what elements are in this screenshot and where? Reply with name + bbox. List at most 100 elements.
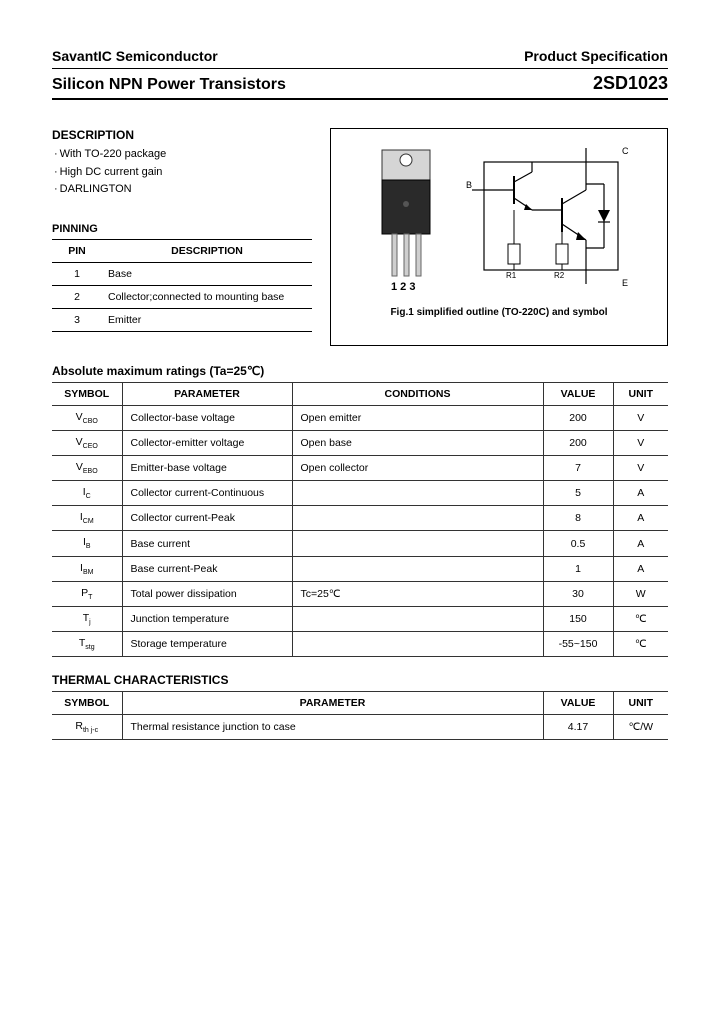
pin-desc: Emitter xyxy=(102,308,312,331)
cell-parameter: Thermal resistance junction to case xyxy=(122,714,543,739)
cell-unit: ℃/W xyxy=(613,714,668,739)
cell-parameter: Total power dissipation xyxy=(122,581,292,606)
company-name: SavantIC Semiconductor xyxy=(52,48,218,64)
title-row: Silicon NPN Power Transistors 2SD1023 xyxy=(52,73,668,94)
cell-value: 200 xyxy=(543,431,613,456)
col-value: VALUE xyxy=(543,383,613,406)
table-row: IBM Base current-Peak 1 A xyxy=(52,556,668,581)
cell-conditions: Open base xyxy=(292,431,543,456)
left-column: DESCRIPTION With TO-220 package High DC … xyxy=(52,128,312,346)
cell-unit: A xyxy=(613,481,668,506)
cell-symbol: VCBO xyxy=(52,406,122,431)
cell-value: 8 xyxy=(543,506,613,531)
table-row: 1 Base xyxy=(52,262,312,285)
cell-unit: V xyxy=(613,431,668,456)
col-symbol: SYMBOL xyxy=(52,383,122,406)
cell-conditions: Open emitter xyxy=(292,406,543,431)
cell-conditions xyxy=(292,531,543,556)
cell-parameter: Collector-base voltage xyxy=(122,406,292,431)
pin-number: 2 xyxy=(52,285,102,308)
pin-desc: Base xyxy=(102,262,312,285)
content-area: DESCRIPTION With TO-220 package High DC … xyxy=(52,128,668,740)
cell-conditions xyxy=(292,606,543,631)
cell-value: -55~150 xyxy=(543,631,613,656)
cell-unit: V xyxy=(613,406,668,431)
cell-parameter: Emitter-base voltage xyxy=(122,456,292,481)
col-unit: UNIT xyxy=(613,383,668,406)
cell-value: 4.17 xyxy=(543,714,613,739)
col-symbol: SYMBOL xyxy=(52,691,122,714)
amr-section: Absolute maximum ratings (Ta=25℃) SYMBOL… xyxy=(52,364,668,657)
pin-desc: Collector;connected to mounting base xyxy=(102,285,312,308)
description-item: With TO-220 package xyxy=(54,146,312,164)
svg-text:R1: R1 xyxy=(506,271,517,280)
cell-symbol: IC xyxy=(52,481,122,506)
pinning-heading: PINNING xyxy=(52,223,312,235)
pin-number: 1 xyxy=(52,262,102,285)
cell-parameter: Junction temperature xyxy=(122,606,292,631)
part-number: 2SD1023 xyxy=(593,73,668,94)
cell-unit: ℃ xyxy=(613,631,668,656)
cell-conditions xyxy=(292,506,543,531)
col-pin: PIN xyxy=(52,239,102,262)
description-list: With TO-220 package High DC current gain… xyxy=(52,146,312,199)
table-row: VCBO Collector-base voltage Open emitter… xyxy=(52,406,668,431)
cell-symbol: VCEO xyxy=(52,431,122,456)
description-item: DARLINGTON xyxy=(54,181,312,199)
top-two-column: DESCRIPTION With TO-220 package High DC … xyxy=(52,128,668,346)
col-value: VALUE xyxy=(543,691,613,714)
thermal-section: THERMAL CHARACTERISTICS SYMBOL PARAMETER… xyxy=(52,673,668,740)
cell-unit: A xyxy=(613,556,668,581)
table-row: PT Total power dissipation Tc=25℃ 30 W xyxy=(52,581,668,606)
cell-parameter: Collector current-Peak xyxy=(122,506,292,531)
cell-conditions xyxy=(292,481,543,506)
cell-value: 7 xyxy=(543,456,613,481)
table-row: VCEO Collector-emitter voltage Open base… xyxy=(52,431,668,456)
cell-value: 200 xyxy=(543,406,613,431)
cell-unit: W xyxy=(613,581,668,606)
cell-value: 150 xyxy=(543,606,613,631)
table-row: VEBO Emitter-base voltage Open collector… xyxy=(52,456,668,481)
table-row: Tstg Storage temperature -55~150 ℃ xyxy=(52,631,668,656)
cell-unit: A xyxy=(613,531,668,556)
col-parameter: PARAMETER xyxy=(122,691,543,714)
table-row: 3 Emitter xyxy=(52,308,312,331)
cell-conditions xyxy=(292,556,543,581)
to220-package-icon: 1 2 3 xyxy=(362,144,452,294)
pin-number: 3 xyxy=(52,308,102,331)
cell-conditions xyxy=(292,631,543,656)
cell-value: 1 xyxy=(543,556,613,581)
thermal-title: THERMAL CHARACTERISTICS xyxy=(52,673,668,687)
table-row: Rth j-c Thermal resistance junction to c… xyxy=(52,714,668,739)
cell-parameter: Collector current-Continuous xyxy=(122,481,292,506)
col-parameter: PARAMETER xyxy=(122,383,292,406)
right-column: 1 2 3 C B E xyxy=(330,128,668,346)
cell-parameter: Base current xyxy=(122,531,292,556)
table-row: IB Base current 0.5 A xyxy=(52,531,668,556)
pins-label-text: 1 2 3 xyxy=(391,281,415,293)
description-heading: DESCRIPTION xyxy=(52,128,312,142)
col-description: DESCRIPTION xyxy=(102,239,312,262)
header-rule-1 xyxy=(52,68,668,69)
cell-symbol: Tj xyxy=(52,606,122,631)
cell-parameter: Collector-emitter voltage xyxy=(122,431,292,456)
cell-unit: A xyxy=(613,506,668,531)
table-row: 2 Collector;connected to mounting base xyxy=(52,285,312,308)
cell-unit: ℃ xyxy=(613,606,668,631)
header-row: SavantIC Semiconductor Product Specifica… xyxy=(52,48,668,64)
figure-inner: 1 2 3 C B E xyxy=(339,139,659,299)
cell-symbol: ICM xyxy=(52,506,122,531)
thermal-table: SYMBOL PARAMETER VALUE UNIT Rth j-c Ther… xyxy=(52,691,668,740)
amr-title: Absolute maximum ratings (Ta=25℃) xyxy=(52,364,668,378)
spec-label: Product Specification xyxy=(524,48,668,64)
cell-value: 30 xyxy=(543,581,613,606)
darlington-symbol-icon: C B E xyxy=(466,144,636,294)
cell-symbol: VEBO xyxy=(52,456,122,481)
cell-symbol: Tstg xyxy=(52,631,122,656)
cell-value: 5 xyxy=(543,481,613,506)
col-conditions: CONDITIONS xyxy=(292,383,543,406)
svg-text:E: E xyxy=(622,278,628,288)
cell-unit: V xyxy=(613,456,668,481)
table-row: Tj Junction temperature 150 ℃ xyxy=(52,606,668,631)
description-item: High DC current gain xyxy=(54,164,312,182)
